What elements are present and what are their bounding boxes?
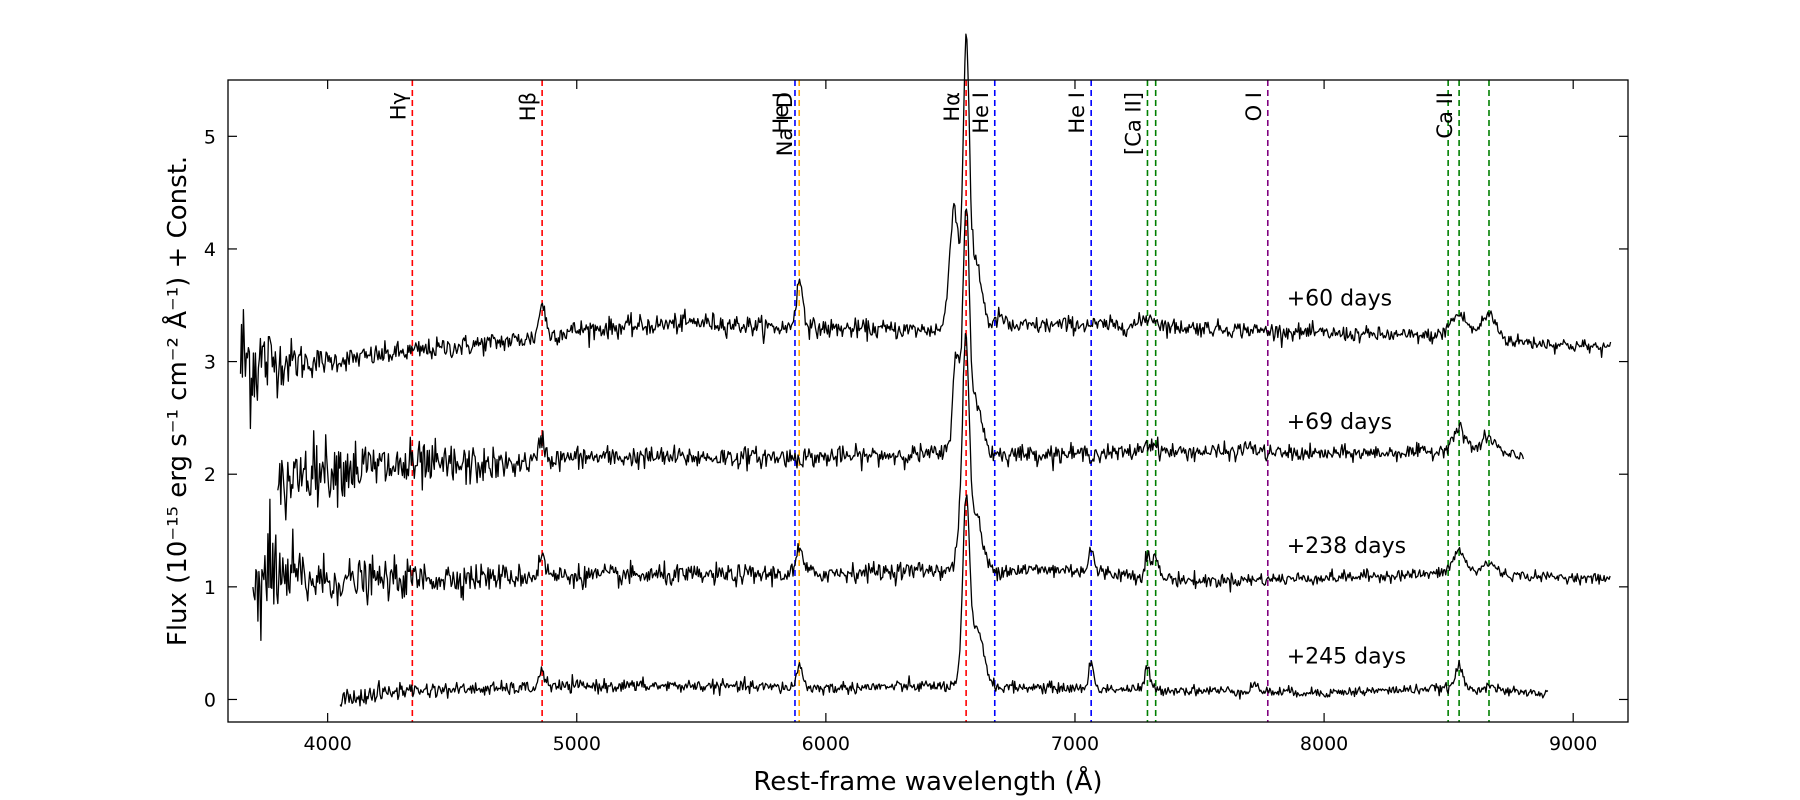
y-tick-label-0: 0	[204, 689, 216, 711]
line-marker-label-1: Hβ	[516, 92, 540, 121]
y-tick-label-2: 2	[204, 464, 216, 486]
y-tick-label-5: 5	[204, 126, 216, 148]
y-axis-label: Flux (10⁻¹⁵ erg s⁻¹ cm⁻² Å⁻¹) + Const.	[161, 156, 193, 646]
line-marker-label-5: He I	[969, 92, 993, 134]
plot-frame	[227, 79, 1629, 723]
line-marker-label-9: O I	[1242, 92, 1266, 121]
axes-frame	[227, 79, 1629, 723]
spectrum-line-1	[277, 208, 1525, 521]
spectrum-line-3	[339, 494, 1549, 707]
x-tick-label-0: 4000	[303, 733, 351, 755]
x-tick-label-3: 7000	[1051, 733, 1099, 755]
x-tick-label-5: 9000	[1549, 733, 1597, 755]
spectrum-line-0	[239, 33, 1612, 430]
series-label-1: +69 days	[1287, 410, 1392, 435]
y-tick-label-3: 3	[204, 352, 216, 374]
line-marker-label-11: Ca II	[1433, 92, 1457, 139]
spectra-series-layer	[239, 33, 1612, 707]
series-label-3: +245 days	[1287, 644, 1406, 669]
y-tick-label-4: 4	[204, 239, 216, 261]
x-tick-label-2: 6000	[802, 733, 850, 755]
series-label-0: +60 days	[1287, 286, 1392, 311]
line-marker-label-0: Hγ	[386, 92, 410, 120]
line-marker-label-4: Hα	[940, 92, 964, 122]
y-tick-label-1: 1	[204, 577, 216, 599]
line-marker-label-3: Na I D	[773, 92, 797, 156]
line-marker-layer	[411, 80, 1490, 722]
line-marker-label-6: He I	[1065, 92, 1089, 134]
line-marker-label-7: [Ca II]	[1121, 92, 1145, 155]
x-tick-label-1: 5000	[553, 733, 601, 755]
series-label-2: +238 days	[1287, 534, 1406, 559]
x-tick-label-4: 8000	[1300, 733, 1348, 755]
tick-layer: 4000 5000 6000 7000 8000 9000 0 1 2 3 4 5	[204, 80, 1628, 755]
annotation-layer: Hγ Hβ He INa I D Hα He I He I [Ca II] O I Ca II+…	[386, 92, 1457, 669]
spectrum-line-2	[252, 333, 1611, 642]
x-axis-label: Rest-frame wavelength (Å)	[753, 765, 1102, 797]
line-marker-label-2: He I	[769, 92, 793, 134]
